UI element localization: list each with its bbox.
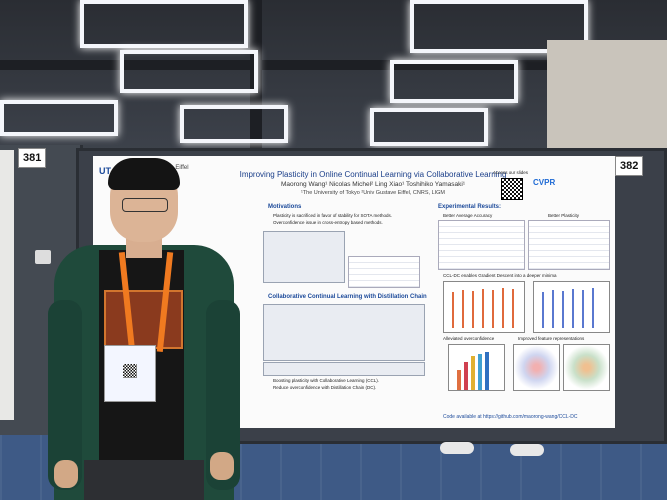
results-plasticity-label: Better Plasticity <box>548 213 580 218</box>
glasses <box>122 198 168 212</box>
booth-number-left: 381 <box>18 148 47 168</box>
ceiling-light <box>0 100 118 136</box>
bullet-dc: Reduce overconfidence with Distillation … <box>273 385 377 390</box>
results-overconfidence-label: Alleviated overconfidence <box>443 336 495 341</box>
loss-curve-plot-right <box>533 281 610 333</box>
bullet-overconfidence: Overconfidence issue in cross-entropy ba… <box>273 220 383 225</box>
motivation-table <box>348 256 420 288</box>
board-hook <box>35 250 51 264</box>
ceiling-light <box>390 60 518 103</box>
tshirt-print <box>104 290 183 349</box>
hand <box>54 460 78 488</box>
name-badge <box>104 345 156 402</box>
background-person-shoes <box>440 440 550 456</box>
poster-left-edge <box>0 150 14 420</box>
hair <box>108 158 180 190</box>
ceiling-light <box>410 0 588 53</box>
motivation-figure <box>263 231 345 283</box>
results-accuracy-label: Better Average Accuracy <box>443 213 493 218</box>
bullet-plasticity: Plasticity is sacrificed in favor of sta… <box>273 213 392 218</box>
loss-curve-plot-left <box>443 281 525 333</box>
plasticity-table <box>528 220 610 270</box>
tsne-plot-left <box>513 344 560 391</box>
ccl-loss-diagram <box>263 362 425 376</box>
pants <box>84 460 204 500</box>
ceiling-light <box>120 50 258 93</box>
ceiling-light <box>180 105 288 143</box>
booth-number-right: 382 <box>615 156 644 176</box>
accuracy-table <box>438 220 525 270</box>
qr-code <box>501 178 523 200</box>
section-motivations: Motivations <box>268 204 302 210</box>
ceiling-light <box>80 0 248 48</box>
results-gradient-label: CCL-DC enables Gradient Descent into a d… <box>443 273 557 278</box>
ccl-diagram <box>263 304 425 361</box>
results-representations-label: Improved feature representations <box>518 336 585 341</box>
code-link: Code available at https://github.com/mao… <box>443 414 578 420</box>
bullet-ccl: Boosting plasticity with Collaborative L… <box>273 378 380 383</box>
poster-title: Improving Plasticity in Online Continual… <box>239 170 507 179</box>
ceiling-light <box>370 108 488 146</box>
hand <box>210 452 234 480</box>
university-logo: UT <box>99 166 111 176</box>
tsne-plot-right <box>563 344 610 391</box>
overconfidence-bar-chart <box>448 344 505 391</box>
section-results: Experimental Results: <box>438 204 502 210</box>
access-label: Access our slides <box>493 170 529 175</box>
poster-affiliations: ¹The University of Tokyo ²Univ Gustave E… <box>300 190 446 196</box>
cvpr-logo: CVPR <box>533 178 556 187</box>
poster-authors: Maorong Wang¹ Nicolas Michel² Ling Xiao¹… <box>280 181 465 188</box>
section-ccl: Collaborative Continual Learning with Di… <box>268 294 427 300</box>
presenter <box>44 158 244 500</box>
